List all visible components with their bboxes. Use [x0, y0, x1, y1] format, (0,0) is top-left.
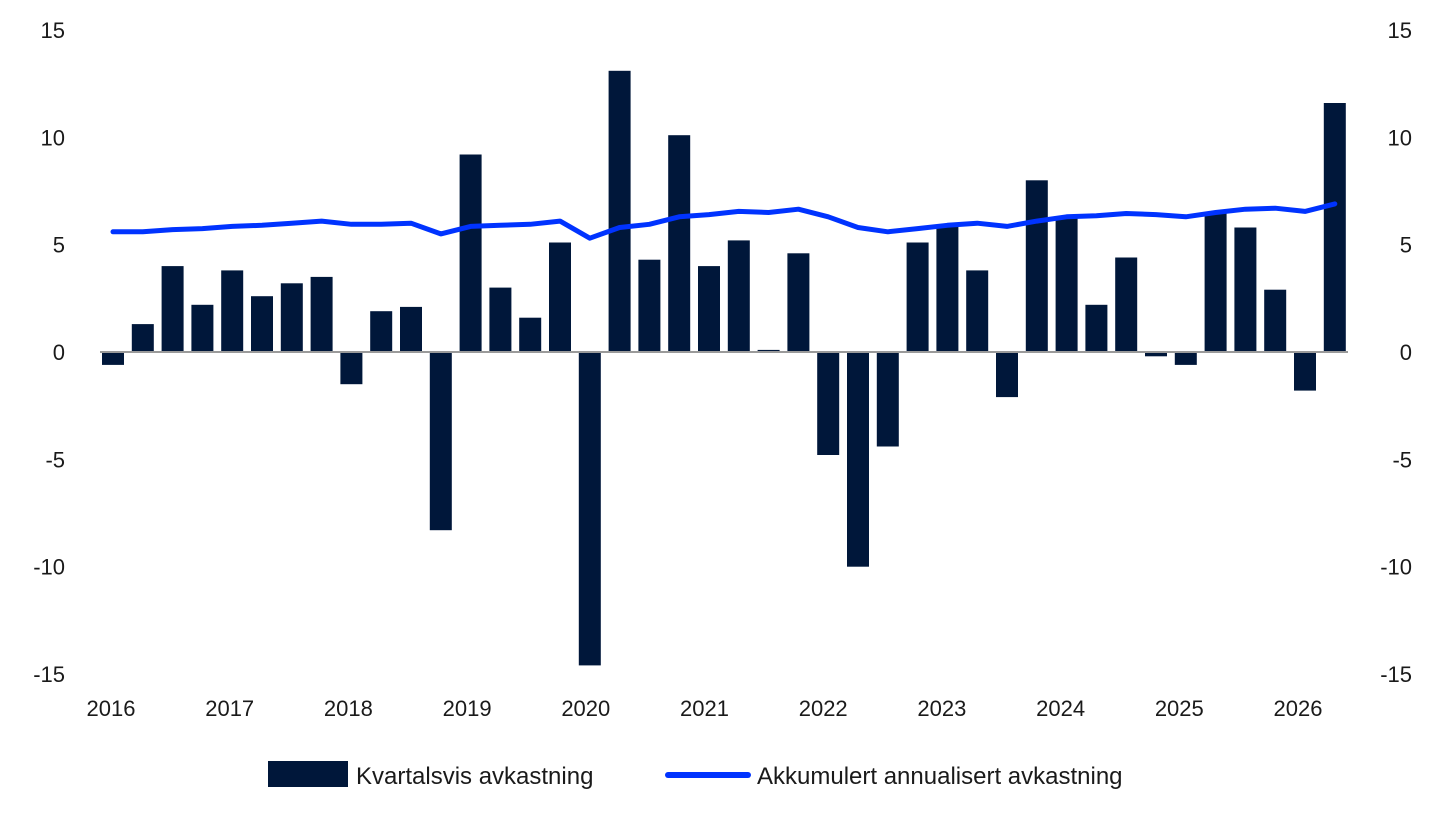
y-tick-label-right: -10 — [1380, 555, 1412, 580]
y-tick-label-left: 0 — [53, 340, 65, 365]
bar-12 — [459, 154, 482, 352]
bar-31 — [1025, 180, 1048, 352]
y-tick-label-left: -15 — [33, 662, 65, 687]
left-y-axis: 15 10 5 0 -5 -10 -15 — [33, 18, 65, 687]
y-tick-label-right: -15 — [1380, 662, 1412, 687]
bar-39 — [1264, 289, 1287, 352]
bar-21 — [727, 240, 750, 352]
bar-41 — [1323, 103, 1346, 352]
bar-7 — [310, 276, 333, 352]
bar-20 — [698, 266, 720, 352]
bar-35 — [1145, 352, 1167, 357]
bar-40 — [1294, 352, 1316, 391]
bar-30 — [996, 352, 1018, 398]
bar-14 — [519, 317, 542, 352]
x-tick-label: 2021 — [680, 696, 729, 721]
x-tick-label: 2026 — [1274, 696, 1323, 721]
y-tick-label-left: 15 — [41, 18, 65, 43]
x-tick-label: 2024 — [1036, 696, 1085, 721]
bar-17 — [608, 70, 631, 353]
bar-19 — [668, 135, 691, 352]
x-tick-label: 2025 — [1155, 696, 1204, 721]
bar-18 — [638, 259, 661, 352]
bar-11 — [429, 352, 452, 531]
bar-2 — [161, 266, 184, 352]
y-tick-label-left: -10 — [33, 555, 65, 580]
bar-5 — [251, 296, 273, 352]
x-tick-label: 2019 — [443, 696, 492, 721]
bar-22 — [757, 349, 780, 352]
y-tick-label-left: 10 — [41, 125, 65, 150]
x-tick-label: 2017 — [205, 696, 254, 721]
x-tick-label: 2023 — [917, 696, 966, 721]
y-tick-label-left: -5 — [45, 447, 65, 472]
right-y-axis: 15 10 5 0 -5 -10 -15 — [1380, 18, 1412, 687]
bar-1 — [131, 324, 154, 352]
bar-38 — [1234, 227, 1257, 352]
bar-23 — [787, 253, 810, 352]
bar-13 — [489, 287, 512, 352]
bar-series-quarterly — [102, 70, 1346, 666]
bar-4 — [221, 270, 244, 352]
x-tick-label: 2016 — [87, 696, 136, 721]
bar-8 — [340, 352, 363, 385]
bar-27 — [906, 242, 929, 352]
bar-37 — [1204, 212, 1227, 352]
bar-0 — [102, 352, 124, 365]
bar-26 — [876, 352, 899, 447]
y-tick-label-left: 5 — [53, 233, 65, 258]
bar-33 — [1085, 304, 1108, 352]
x-tick-label: 2022 — [799, 696, 848, 721]
x-tick-label: 2020 — [561, 696, 610, 721]
y-tick-label-right: 10 — [1388, 125, 1412, 150]
line-series-accumulated — [110, 201, 1338, 241]
y-tick-label-right: -5 — [1392, 447, 1412, 472]
bar-24 — [817, 352, 840, 455]
legend-label-accumulated: Akkumulert annualisert avkastning — [757, 763, 1123, 790]
x-axis: 2016 2017 2018 2019 2020 2021 2022 2023 2024 2025… — [87, 696, 1323, 721]
bar-36 — [1174, 352, 1197, 365]
bar-3 — [191, 304, 214, 352]
y-tick-label-right: 15 — [1388, 18, 1412, 43]
x-tick-label: 2018 — [324, 696, 373, 721]
legend: Kvartalsvis avkastning Akkumulert annual… — [268, 761, 1123, 790]
bar-28 — [936, 225, 959, 352]
bar-16 — [578, 352, 601, 666]
y-tick-label-right: 0 — [1400, 340, 1412, 365]
legend-swatch-quarterly — [268, 761, 348, 787]
bar-34 — [1115, 257, 1138, 352]
bar-9 — [370, 311, 393, 352]
bar-29 — [966, 270, 989, 352]
y-tick-label-right: 5 — [1400, 233, 1412, 258]
legend-label-quarterly: Kvartalsvis avkastning — [356, 763, 593, 790]
bar-32 — [1055, 216, 1078, 352]
bar-25 — [847, 352, 869, 567]
bar-15 — [549, 242, 571, 352]
bar-10 — [400, 306, 422, 352]
bar-6 — [280, 283, 303, 352]
